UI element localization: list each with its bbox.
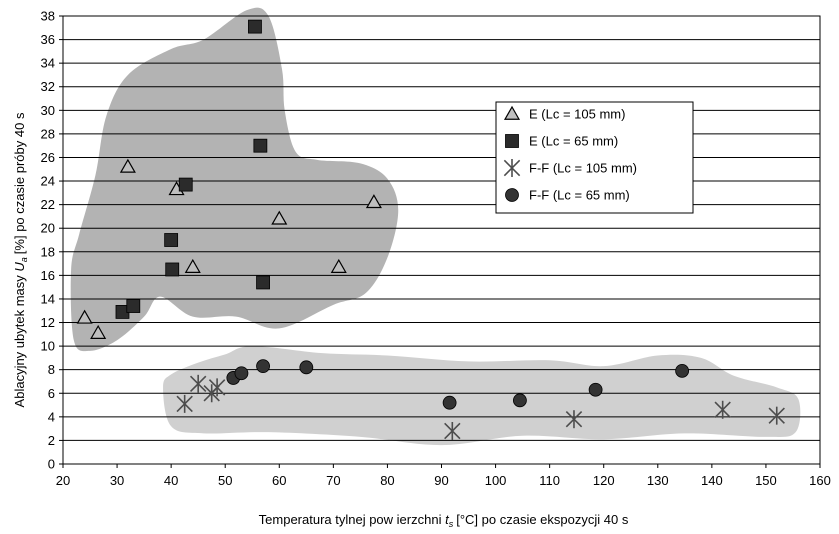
legend: E (Lc = 105 mm) E (Lc = 65 mm) F-F (Lc = 1… (495, 101, 694, 214)
y-tick-label: 30 (41, 103, 55, 118)
point-asterisk-2-1 (189, 374, 207, 393)
y-tick-label: 34 (41, 56, 55, 71)
point-circle-3-5 (513, 393, 527, 408)
point-circle-3-7 (675, 363, 690, 378)
y-tick-label: 20 (41, 221, 55, 236)
point-triangle-0-2 (119, 158, 136, 173)
y-tick-label: 8 (48, 362, 55, 377)
y-tick-label: 22 (41, 197, 55, 212)
point-circle-3-6 (588, 382, 603, 397)
point-triangle-0-1 (90, 324, 107, 339)
x-axis-title: Temperatura tylnej pow ierzchni ts [°C] p… (259, 512, 629, 529)
x-tick-label: 150 (755, 473, 777, 488)
y-tick-label: 32 (41, 79, 55, 94)
point-circle-3-3 (299, 360, 314, 375)
x-tick-label: 140 (701, 473, 723, 488)
x-tick-label: 70 (326, 473, 340, 488)
y-tick-label: 14 (41, 291, 55, 306)
legend-label: F-F (Lc = 105 mm) (529, 161, 637, 176)
y-tick-label: 2 (48, 433, 55, 448)
y-tick-label: 6 (48, 386, 55, 401)
x-axis-title-symbol: t (445, 512, 450, 527)
x-tick-label: 80 (380, 473, 394, 488)
x-tick-label: 40 (164, 473, 178, 488)
y-axis-title-subscript: a (19, 257, 29, 262)
x-axis-title-subscript: s (449, 519, 454, 529)
point-triangle-0-0 (76, 309, 93, 324)
x-tick-label: 50 (218, 473, 232, 488)
y-axis-title: Ablacyjny ubytek masy Ua [%] po czasie pr… (12, 112, 29, 407)
y-tick-label: 28 (41, 126, 55, 141)
x-tick-label: 160 (809, 473, 831, 488)
x-tick-label: 110 (539, 473, 560, 488)
point-square-1-5 (248, 19, 262, 34)
x-tick-label: 60 (272, 473, 286, 488)
point-asterisk-2-3 (208, 378, 226, 397)
x-tick-label: 120 (593, 473, 615, 488)
data-points (76, 19, 785, 440)
x-tick-label: 100 (485, 473, 507, 488)
x-axis-title-rest: [°C] po czasie ekspozycji 40 s (456, 512, 629, 527)
point-triangle-0-6 (330, 258, 347, 273)
gridlines (63, 39, 820, 441)
legend-marker-asterisk (503, 159, 521, 177)
point-asterisk-2-5 (565, 410, 583, 429)
point-square-1-3 (165, 262, 180, 277)
y-axis-title-main: Ablacyjny ubytek masy (12, 275, 27, 408)
y-tick-label: 4 (48, 409, 55, 424)
y-tick-label: 36 (41, 32, 55, 47)
point-square-1-6 (253, 138, 268, 153)
legend-label: F-F (Lc = 65 mm) (529, 188, 630, 203)
point-asterisk-2-7 (768, 406, 785, 425)
legend-marker-square (505, 134, 519, 148)
y-tick-label: 12 (41, 315, 55, 330)
y-tick-label: 10 (41, 339, 55, 354)
region-E-cluster (70, 7, 399, 352)
x-tick-label: 130 (647, 473, 669, 488)
point-square-1-2 (164, 233, 179, 247)
point-circle-3-4 (442, 395, 457, 410)
point-triangle-0-4 (184, 258, 201, 273)
point-circle-3-2 (256, 359, 270, 374)
point-asterisk-2-4 (444, 421, 461, 440)
point-asterisk-2-6 (714, 400, 731, 419)
y-tick-label: 26 (41, 150, 55, 165)
y-tick-label: 18 (41, 244, 55, 259)
x-tick-label: 20 (56, 473, 70, 488)
point-triangle-0-5 (271, 210, 288, 225)
x-tick-label: 90 (434, 473, 448, 488)
legend-label: E (Lc = 105 mm) (529, 107, 625, 122)
y-tick-label: 16 (41, 268, 55, 283)
y-axis-title-symbol: U (12, 262, 27, 272)
legend-label: E (Lc = 65 mm) (529, 134, 618, 149)
region-F-F-cluster (163, 346, 801, 446)
point-square-1-4 (178, 177, 193, 192)
cluster-regions (70, 7, 801, 446)
legend-box (495, 101, 694, 214)
point-triangle-0-7 (365, 194, 382, 209)
point-square-1-7 (256, 275, 270, 290)
y-tick-label: 0 (48, 457, 55, 472)
x-axis-title-main: Temperatura tylnej pow ierzchni (259, 512, 442, 527)
point-circle-3-1 (234, 366, 249, 381)
point-square-1-1 (126, 299, 141, 313)
y-tick-label: 24 (41, 174, 55, 189)
y-axis-title-rest: [%] po czasie próby 40 s (12, 112, 27, 254)
y-tick-label: 38 (41, 9, 55, 24)
legend-marker-triangle (503, 105, 521, 120)
point-asterisk-2-0 (176, 394, 193, 413)
legend-marker-circle (505, 188, 519, 202)
x-tick-label: 30 (110, 473, 124, 488)
